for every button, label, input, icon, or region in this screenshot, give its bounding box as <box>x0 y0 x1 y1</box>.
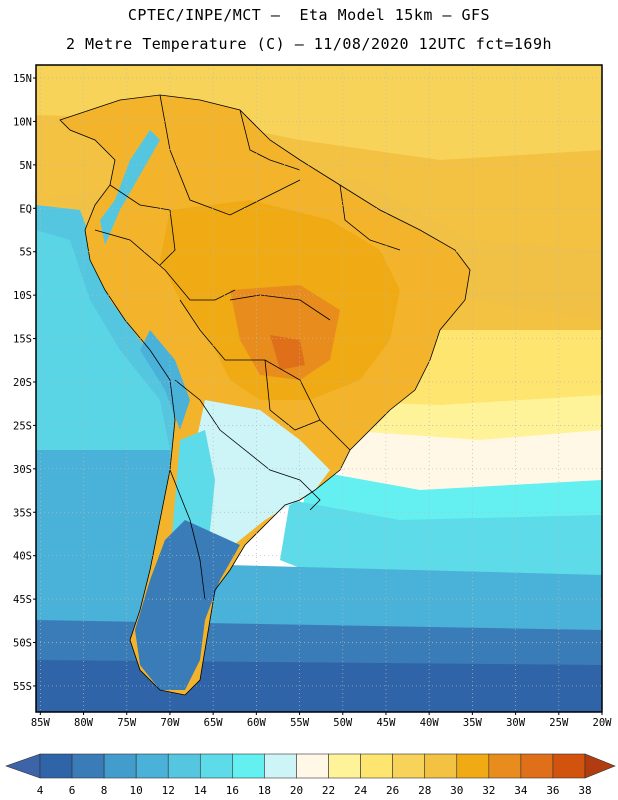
lat-label: 50S <box>13 638 32 650</box>
andes-north-cool <box>100 130 160 245</box>
lat-label: EQ <box>19 203 32 215</box>
colorbar-tick-label: 12 <box>162 784 175 797</box>
colorbar-tick-label: 4 <box>37 784 44 797</box>
lat-label: 40S <box>13 551 32 563</box>
lon-label: 75W <box>117 717 137 729</box>
lon-label: 25W <box>549 717 569 729</box>
lat-label: 55S <box>13 681 32 693</box>
colorbar-swatch <box>552 753 586 779</box>
lon-label: 40W <box>420 717 440 729</box>
lon-label: 65W <box>204 717 224 729</box>
lat-label: 15N <box>13 73 32 85</box>
lat-label: 15S <box>13 334 32 346</box>
lon-label: 85W <box>31 717 51 729</box>
ocean-26c-north <box>36 65 602 160</box>
colorbar-swatch <box>520 753 554 779</box>
lat-label: 10S <box>13 290 32 302</box>
colorbar-tick-label: 22 <box>322 784 335 797</box>
colorbar-swatch <box>424 753 458 779</box>
title-line-1: CPTEC/INPE/MCT – Eta Model 15km – GFS <box>127 6 491 24</box>
colorbar-swatch <box>296 753 329 779</box>
colorbar-swatch <box>135 753 169 779</box>
latitude-labels: 15N 10N 5N EQ 5S 10S 15S 20S 25S 30S 35S 40S 45S 50S 5… <box>13 73 36 693</box>
colorbar-tick-label: 32 <box>482 784 495 797</box>
lat-label: 35S <box>13 507 32 519</box>
lat-label: 5N <box>19 160 32 172</box>
colorbar-swatch <box>103 753 137 779</box>
colorbar-tick-label: 20 <box>290 784 303 797</box>
lon-label: 20W <box>593 717 613 729</box>
ocean-20c <box>330 430 602 500</box>
colorbar-swatch <box>199 753 233 779</box>
colorbar-over-arrow <box>584 753 616 779</box>
lat-label: 5S <box>19 247 32 259</box>
lon-label: 30W <box>506 717 526 729</box>
land-34c <box>270 335 305 370</box>
colorbar: 4 6 8 10 12 14 16 18 20 22 24 26 28 30 32 34 36 38 <box>5 753 616 797</box>
lon-label: 80W <box>74 717 94 729</box>
colorbar-tick-label: 26 <box>386 784 399 797</box>
map-frame <box>35 64 603 713</box>
colorbar-swatch <box>232 753 265 779</box>
colorbar-swatch <box>456 753 490 779</box>
lon-label: 50W <box>333 717 353 729</box>
colorbar-tick-label: 10 <box>130 784 143 797</box>
colorbar-swatch <box>167 753 201 779</box>
lon-label: 60W <box>247 717 267 729</box>
colorbar-tick-label: 34 <box>514 784 528 797</box>
colorbar-tick-label: 6 <box>69 784 76 797</box>
lat-label: 30S <box>13 464 32 476</box>
lon-label: 45W <box>376 717 396 729</box>
colorbar-tick-label: 16 <box>226 784 239 797</box>
temperature-field <box>36 65 602 712</box>
colorbar-tick-label: 36 <box>546 784 559 797</box>
colorbar-tick-label: 28 <box>418 784 431 797</box>
colorbar-swatch <box>488 753 522 779</box>
lon-label: 55W <box>290 717 310 729</box>
lon-label: 35W <box>463 717 483 729</box>
title-line-2: 2 Metre Temperature (C) – 11/08/2020 12U… <box>65 35 553 53</box>
colorbar-swatch <box>264 753 297 779</box>
ocean-14c <box>280 500 602 590</box>
colorbar-tick-label: 30 <box>450 784 463 797</box>
longitude-labels: 85W 80W 75W 70W 65W 60W 55W 50W 45W 40W 35W 30W 25W 2… <box>31 712 612 729</box>
colorbar-swatch <box>328 753 361 779</box>
colorbar-under-arrow <box>5 753 41 779</box>
lat-label: 45S <box>13 594 32 606</box>
lon-label: 70W <box>160 717 180 729</box>
andes-south-cool <box>140 330 190 430</box>
colorbar-tick-label: 8 <box>101 784 108 797</box>
colorbar-swatch <box>71 753 105 779</box>
lat-label: 20S <box>13 377 32 389</box>
colorbar-tick-label: 18 <box>258 784 271 797</box>
lat-label: 25S <box>13 420 32 432</box>
colorbar-swatch <box>360 753 393 779</box>
colorbar-tick-label: 24 <box>354 784 368 797</box>
pacific-14c <box>36 230 170 450</box>
land-8c <box>135 520 240 690</box>
lat-label: 10N <box>13 116 32 128</box>
colorbar-tick-label: 14 <box>194 784 208 797</box>
colorbar-swatch <box>39 753 73 779</box>
pacific-10c <box>36 450 180 600</box>
colorbar-swatch <box>392 753 426 779</box>
colorbar-tick-label: 38 <box>578 784 591 797</box>
land-18c <box>190 400 330 560</box>
